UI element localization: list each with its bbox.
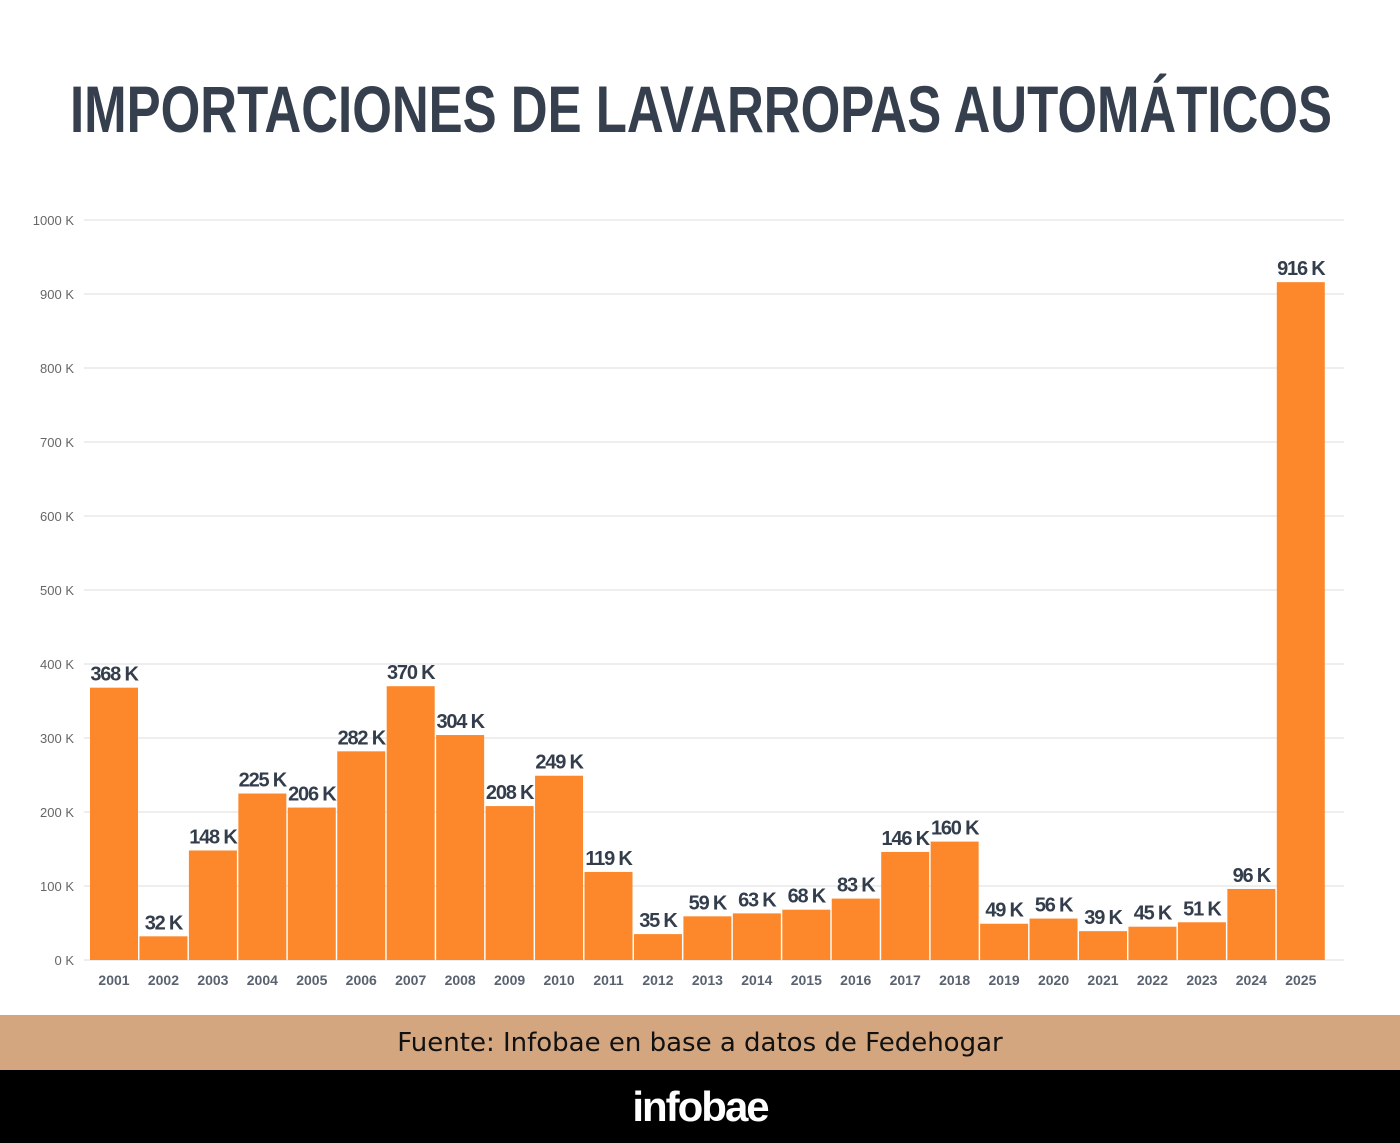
bar-chart: IMPORTACIONES DE LAVARROPAS AUTOMÁTICOS … <box>33 72 1344 988</box>
x-tick-label: 2020 <box>1038 972 1069 988</box>
x-tick-label: 2011 <box>593 972 624 988</box>
x-tick-label: 2014 <box>741 972 772 988</box>
bar-2002 <box>139 936 188 960</box>
x-tick-label: 2004 <box>247 972 278 988</box>
data-label: 304 K <box>436 711 485 733</box>
data-label: 32 K <box>145 912 184 934</box>
bar-2003 <box>188 850 237 960</box>
data-label: 49 K <box>985 900 1024 922</box>
bar-2022 <box>1128 926 1177 960</box>
data-label: 370 K <box>387 662 436 684</box>
x-tick-label: 2024 <box>1236 972 1267 988</box>
y-tick-label: 1000 K <box>33 213 75 228</box>
x-tick-label: 2006 <box>346 972 377 988</box>
y-tick-label: 600 K <box>40 509 74 524</box>
data-label: 68 K <box>788 886 827 908</box>
y-tick-label: 700 K <box>40 435 74 450</box>
data-label: 63 K <box>738 889 777 911</box>
source-note: Fuente: Infobae en base a datos de Fedeh… <box>0 1015 1400 1070</box>
y-tick-label: 100 K <box>40 879 74 894</box>
bar-2023 <box>1177 922 1226 960</box>
x-tick-label: 2023 <box>1186 972 1217 988</box>
data-label: 368 K <box>90 664 139 686</box>
data-label: 148 K <box>189 826 238 848</box>
data-label: 51 K <box>1183 898 1222 920</box>
data-label: 96 K <box>1233 865 1272 887</box>
data-label: 39 K <box>1084 907 1123 929</box>
data-label: 35 K <box>639 910 678 932</box>
data-label: 146 K <box>882 828 931 850</box>
x-tick-label: 2021 <box>1087 972 1118 988</box>
bar-2009 <box>485 806 534 960</box>
bar-2020 <box>1029 918 1078 960</box>
chart-title: IMPORTACIONES DE LAVARROPAS AUTOMÁTICOS <box>70 72 1332 146</box>
x-tick-label: 2008 <box>445 972 476 988</box>
data-label: 208 K <box>486 782 535 804</box>
x-tick-label: 2013 <box>692 972 723 988</box>
data-label: 282 K <box>338 727 387 749</box>
data-label: 160 K <box>931 818 980 840</box>
bar-2018 <box>930 841 979 960</box>
bar-2005 <box>287 807 336 960</box>
bar-2019 <box>980 923 1029 960</box>
bar-2021 <box>1079 931 1127 960</box>
bar-2025 <box>1276 282 1325 960</box>
bar-2024 <box>1227 888 1276 960</box>
infobae-logo: infobae <box>632 1082 769 1130</box>
bar-2007 <box>386 686 435 960</box>
x-tick-label: 2025 <box>1285 972 1316 988</box>
x-tick-label: 2019 <box>989 972 1020 988</box>
y-tick-label: 500 K <box>40 583 74 598</box>
x-tick-label: 2018 <box>939 972 970 988</box>
data-label: 206 K <box>288 784 337 806</box>
bar-2014 <box>732 913 781 960</box>
x-tick-label: 2002 <box>148 972 179 988</box>
bar-2004 <box>238 793 287 960</box>
data-label: 225 K <box>239 770 288 792</box>
bar-2008 <box>436 735 485 960</box>
x-tick-label: 2016 <box>840 972 871 988</box>
x-tick-label: 2017 <box>890 972 921 988</box>
bar-2001 <box>90 687 138 960</box>
bar-2017 <box>881 851 930 960</box>
bar-2011 <box>584 871 633 960</box>
data-label: 83 K <box>837 875 876 897</box>
x-tick-label: 2012 <box>642 972 673 988</box>
y-tick-label: 0 K <box>54 953 74 968</box>
y-tick-label: 300 K <box>40 731 74 746</box>
x-tick-label: 2010 <box>543 972 574 988</box>
x-tick-label: 2001 <box>98 972 129 988</box>
x-tick-label: 2005 <box>296 972 327 988</box>
bar-2015 <box>782 909 831 960</box>
data-label: 59 K <box>689 892 728 914</box>
x-tick-label: 2009 <box>494 972 525 988</box>
data-label: 916 K <box>1277 258 1326 280</box>
bar-2013 <box>683 916 732 960</box>
y-tick-label: 900 K <box>40 287 74 302</box>
y-tick-label: 200 K <box>40 805 74 820</box>
bar-2006 <box>337 751 386 960</box>
x-tick-label: 2022 <box>1137 972 1168 988</box>
x-tick-label: 2015 <box>791 972 822 988</box>
x-tick-label: 2003 <box>197 972 228 988</box>
data-label: 249 K <box>535 752 584 774</box>
y-tick-label: 400 K <box>40 657 74 672</box>
bar-2016 <box>831 898 880 960</box>
data-label: 119 K <box>585 848 633 870</box>
data-label: 56 K <box>1035 895 1074 917</box>
x-tick-label: 2007 <box>395 972 426 988</box>
bar-2012 <box>633 934 682 960</box>
y-tick-label: 800 K <box>40 361 74 376</box>
bar-2010 <box>535 775 584 960</box>
brand-bar: infobae <box>0 1070 1400 1143</box>
data-label: 45 K <box>1134 903 1173 925</box>
